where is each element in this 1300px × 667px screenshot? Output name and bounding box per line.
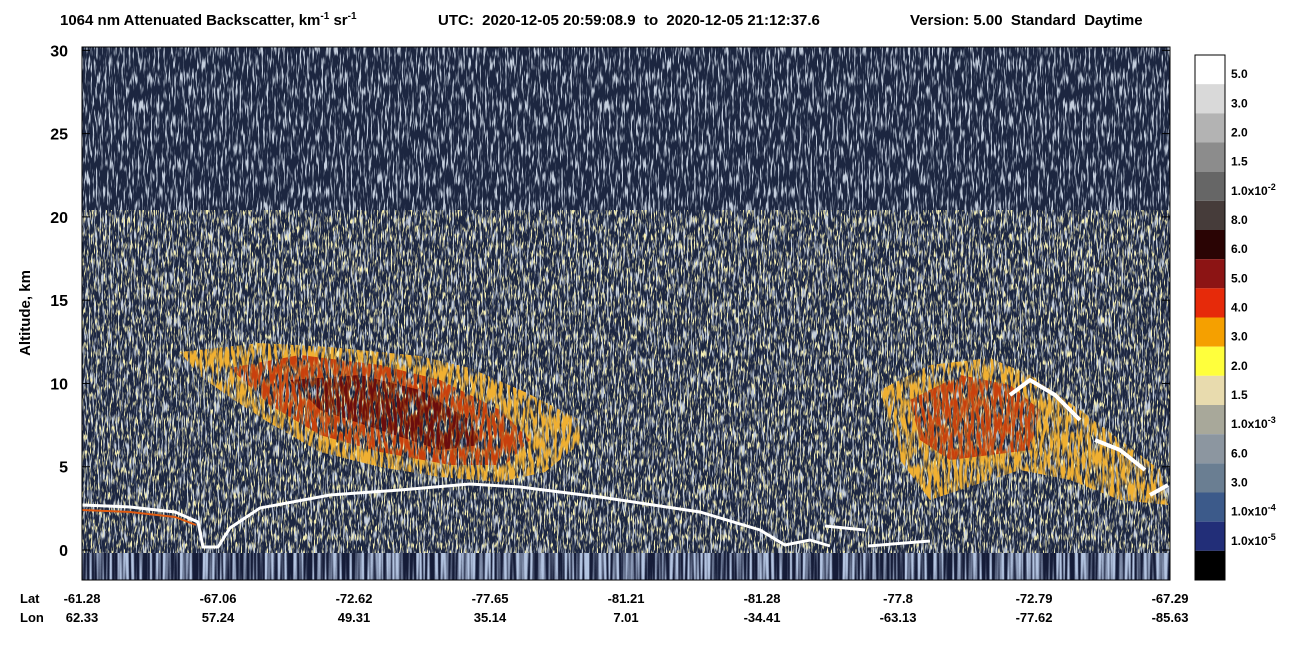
title-text: 1064 nm Attenuated Backscatter, km [60, 12, 320, 29]
chart-title: 1064 nm Attenuated Backscatter, km-1 sr-… [60, 11, 357, 29]
colorbar-label-exp: -3 [1268, 415, 1276, 425]
colorbar-label-base: 1.0x10 [1231, 417, 1268, 431]
colorbar-label: 1.0x10-2 [1231, 182, 1276, 198]
colorbar-label: 3.0 [1231, 476, 1248, 490]
colorbar-label: 8.0 [1231, 213, 1248, 227]
colorbar-label-base: 1.0x10 [1231, 505, 1268, 519]
lat-label: -67.29 [1152, 591, 1189, 606]
y-tick-label: 15 [50, 293, 68, 310]
colorbar-swatch [1195, 171, 1225, 201]
y-tick-label: 25 [50, 127, 68, 144]
lat-label: -81.28 [744, 591, 781, 606]
colorbar-label: 1.5 [1231, 155, 1248, 169]
y-tick-label: 5 [59, 460, 68, 477]
lat-label: -72.79 [1016, 591, 1053, 606]
y-tick-label: 10 [50, 376, 68, 393]
y-tick-label: 30 [50, 43, 68, 60]
colorbar-swatch [1195, 521, 1225, 551]
colorbar-label: 5.0 [1231, 271, 1248, 285]
lon-label: 62.33 [66, 610, 99, 625]
colorbar-swatch [1195, 230, 1225, 260]
colorbar-swatch [1195, 434, 1225, 464]
colorbar-label: 2.0 [1231, 359, 1248, 373]
colorbar-swatch [1195, 259, 1225, 289]
y-tick-label: 0 [59, 543, 68, 560]
colorbar-label-exp: -4 [1268, 503, 1276, 513]
colorbar-label: 6.0 [1231, 242, 1248, 256]
title-sup: -1 [320, 11, 329, 22]
lat-label: -77.8 [883, 591, 913, 606]
colorbar-label: 6.0 [1231, 446, 1248, 460]
colorbar-swatch [1195, 84, 1225, 114]
colorbar-label-exp: -5 [1268, 532, 1276, 542]
title-text: sr [329, 12, 348, 29]
lat-label: -77.65 [472, 591, 509, 606]
lon-label: -63.13 [880, 610, 917, 625]
lon-label: 57.24 [202, 610, 235, 625]
colorbar-swatch [1195, 463, 1225, 493]
lat-label: -72.62 [336, 591, 373, 606]
colorbar-label: 2.0 [1231, 126, 1248, 140]
colorbar-label: 1.5 [1231, 388, 1248, 402]
colorbar-swatch [1195, 317, 1225, 347]
lon-label: 35.14 [474, 610, 507, 625]
colorbar-label: 5.0 [1231, 67, 1248, 81]
colorbar-label: 1.0x10-5 [1231, 532, 1276, 548]
lon-label: -85.63 [1152, 610, 1189, 625]
colorbar-frame [1194, 54, 1226, 581]
colorbar-swatch [1195, 550, 1225, 580]
lon-row-label: Lon [20, 610, 44, 625]
lon-label: 7.01 [613, 610, 638, 625]
lat-label: -81.21 [608, 591, 645, 606]
plot-frame [81, 46, 1171, 581]
version: Version: 5.00 Standard Daytime [910, 12, 1143, 29]
lat-label: -61.28 [64, 591, 101, 606]
colorbar-swatch [1195, 200, 1225, 230]
colorbar-swatch [1195, 55, 1225, 85]
colorbar-label: 3.0 [1231, 96, 1248, 110]
colorbar-swatch [1195, 288, 1225, 318]
colorbar-label-exp: -2 [1268, 182, 1276, 192]
lat-label: -67.06 [200, 591, 237, 606]
lon-label: 49.31 [338, 610, 371, 625]
colorbar-label: 1.0x10-3 [1231, 415, 1276, 431]
lon-label: -34.41 [744, 610, 781, 625]
colorbar-swatch [1195, 405, 1225, 435]
backscatter-image [81, 47, 1170, 580]
y-tick-label: 20 [50, 210, 68, 227]
colorbar-label-base: 1.0x10 [1231, 534, 1268, 548]
colorbar-swatch [1195, 492, 1225, 522]
lat-row-label: Lat [20, 591, 40, 606]
colorbar-label: 4.0 [1231, 301, 1248, 315]
colorbar-swatch [1195, 142, 1225, 172]
y-axis-label: Altitude, km [17, 270, 34, 356]
colorbar-label-base: 1.0x10 [1231, 184, 1268, 198]
utc-range: UTC: 2020-12-05 20:59:08.9 to 2020-12-05… [438, 12, 820, 29]
colorbar-swatch [1195, 375, 1225, 405]
colorbar-label: 1.0x10-4 [1231, 503, 1276, 519]
colorbar-label: 3.0 [1231, 330, 1248, 344]
colorbar-swatch [1195, 346, 1225, 376]
title-sup: -1 [348, 11, 357, 22]
colorbar-swatch [1195, 113, 1225, 143]
lon-label: -77.62 [1016, 610, 1053, 625]
